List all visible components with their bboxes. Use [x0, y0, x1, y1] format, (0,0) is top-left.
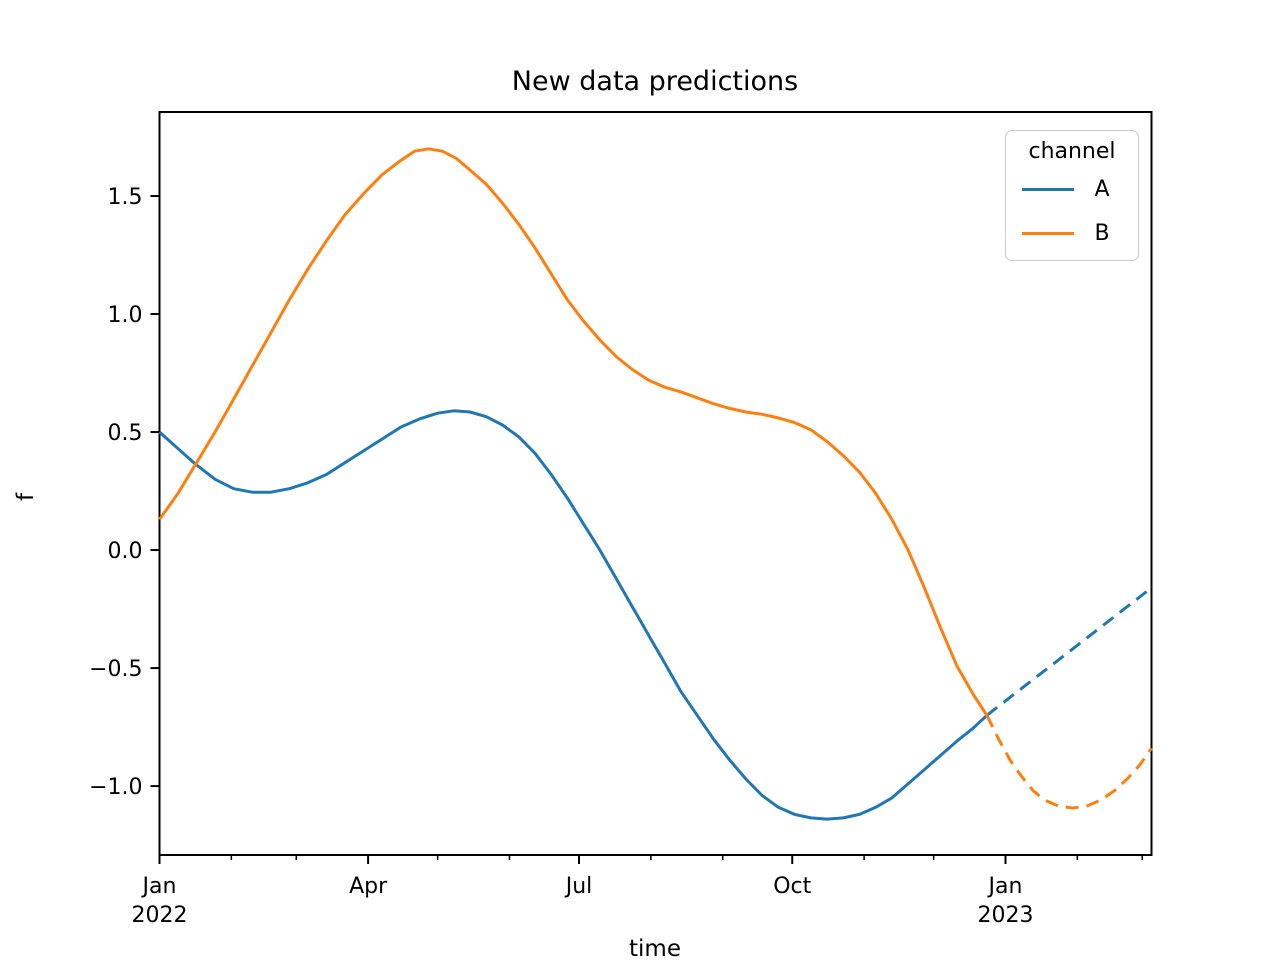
- legend: channel A B: [1005, 130, 1139, 261]
- series-line-b-forecast: [985, 714, 1153, 810]
- y-tick-label: 0.0: [108, 539, 143, 564]
- chart-title: New data predictions: [511, 66, 799, 97]
- legend-entry-b: B: [1006, 211, 1138, 255]
- y-tick-label: 0.5: [108, 421, 143, 446]
- x-tick-year-label: 2023: [977, 903, 1033, 928]
- x-axis-label: time: [629, 936, 681, 960]
- y-tick-label: 1.0: [108, 303, 143, 328]
- x-tick-label: Jan: [987, 874, 1023, 899]
- x-tick-label: Apr: [349, 874, 388, 899]
- legend-entry-a: A: [1006, 167, 1138, 211]
- legend-label-b: B: [1094, 220, 1110, 246]
- y-tick-label: 1.5: [108, 185, 143, 210]
- series-line-b: [158, 147, 989, 717]
- legend-label-a: A: [1094, 176, 1110, 202]
- legend-line-sample-b-icon: [1022, 231, 1074, 235]
- series-line-a-forecast: [985, 586, 1153, 717]
- legend-title: channel: [1028, 139, 1116, 164]
- x-tick-label: Jul: [564, 874, 593, 899]
- y-tick-label: −0.5: [89, 657, 142, 682]
- y-axis-label: f: [13, 492, 40, 502]
- y-tick-label: −1.0: [89, 775, 142, 800]
- series-line-a: [158, 409, 988, 821]
- x-tick-label: Jan: [141, 874, 177, 899]
- x-tick-year-label: 2022: [132, 903, 188, 928]
- legend-line-sample-a-icon: [1022, 187, 1074, 191]
- axes-spines: [158, 111, 1153, 856]
- x-tick-label: Oct: [773, 874, 811, 899]
